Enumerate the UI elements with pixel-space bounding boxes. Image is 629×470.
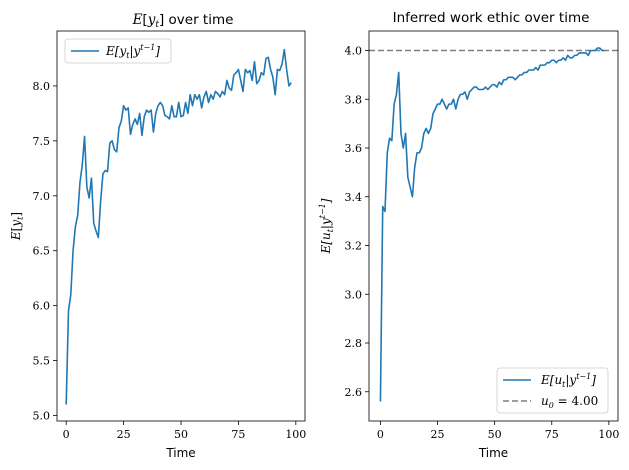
legend: E[ut|yt−1] u0 = 4.00 — [496, 367, 609, 414]
x-tick-label: 75 — [545, 428, 559, 441]
y-tick-label: 2.8 — [345, 337, 363, 350]
y-tick-label: 7.5 — [33, 135, 51, 148]
x-tick-label: 75 — [231, 428, 245, 441]
chart-expected-output: E[yt] over time 0 25 50 75 100 5.0 5.5 6.0 6.5 7.… — [9, 12, 306, 460]
x-tick-label: 50 — [488, 428, 502, 441]
plot-area — [368, 30, 619, 422]
y-tick-label: 7.0 — [33, 190, 51, 203]
x-tick-label: 0 — [377, 428, 384, 441]
y-tick-label: 3.2 — [345, 240, 363, 253]
y-tick-label: 5.0 — [33, 410, 51, 423]
chart-inferred-work-ethic: Inferred work ethic over time 0 25 50 75 100… — [318, 10, 619, 460]
y-tick-label: 3.0 — [345, 288, 363, 301]
chart-title: E[yt] over time — [132, 12, 234, 30]
y-tick-label: 3.6 — [345, 142, 363, 155]
x-tick-label: 100 — [285, 428, 306, 441]
legend: E[yt|yt−1] — [64, 38, 172, 64]
x-tick-label: 100 — [598, 428, 619, 441]
title-math: E — [132, 12, 143, 28]
y-tick-label: 2.6 — [345, 386, 363, 399]
y-tick-label: 3.4 — [345, 191, 363, 204]
y-tick-label: 6.5 — [33, 245, 51, 258]
x-tick-label: 50 — [174, 428, 188, 441]
y-tick-label: 3.8 — [345, 93, 363, 106]
x-tick-label: 25 — [117, 428, 131, 441]
series-line-inferred-work-ethic — [379, 47, 605, 402]
y-tick-label: 4.0 — [345, 45, 363, 58]
y-tick-label: 8.0 — [33, 80, 51, 93]
series-line-expected-output — [65, 48, 292, 405]
x-axis-title: Time — [478, 446, 508, 460]
y-axis-title: E[yt] — [9, 212, 25, 241]
x-tick-label: 25 — [431, 428, 445, 441]
legend-label-u0: u0 = 4.00 — [541, 394, 598, 410]
chart-title: Inferred work ethic over time — [393, 10, 590, 26]
y-tick-label: 5.5 — [33, 355, 51, 368]
legend-frame — [64, 38, 172, 64]
y-tick-label: 6.0 — [33, 300, 51, 313]
x-axis-title: Time — [165, 446, 195, 460]
x-tick-label: 0 — [63, 428, 70, 441]
